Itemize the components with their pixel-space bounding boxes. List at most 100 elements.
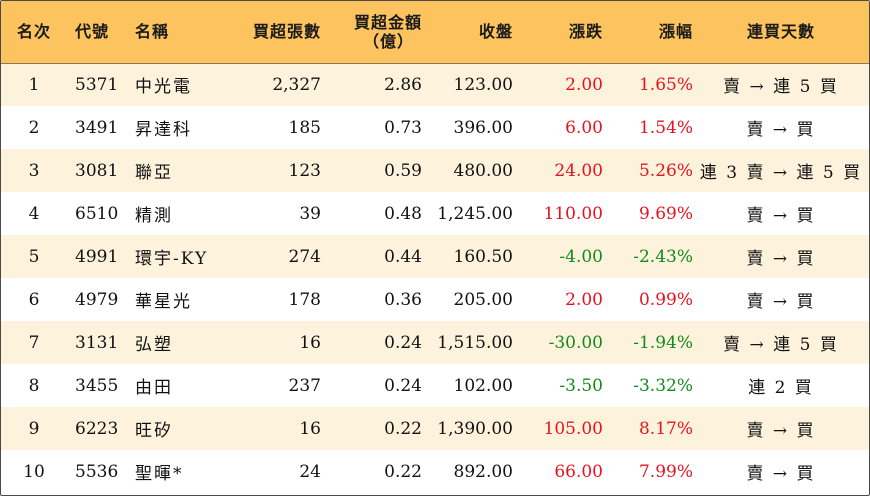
cell-close: 102.00	[453, 375, 513, 396]
cell-name: 由田	[135, 378, 173, 398]
cell-name: 聖暉*	[135, 464, 184, 484]
cell-change-pct: -3.32%	[633, 375, 693, 396]
cell-buy-sheets: 16	[299, 332, 321, 353]
cell-name: 旺矽	[135, 421, 173, 441]
header-streak: 連買天數	[693, 1, 869, 64]
cell-buy-amount: 0.22	[384, 418, 422, 439]
cell-close: 1,515.00	[437, 332, 513, 353]
cell-name: 弘塑	[135, 335, 173, 355]
cell-close: 480.00	[453, 160, 513, 181]
cell-code: 4991	[75, 246, 119, 267]
header-change: 漲跌	[513, 1, 603, 64]
cell-code: 5371	[75, 74, 119, 95]
cell-buy-amount: 0.24	[384, 375, 422, 396]
header-rank: 名次	[1, 1, 67, 64]
cell-change: 24.00	[554, 160, 603, 181]
cell-name: 聯亞	[135, 163, 173, 183]
cell-change-pct: -1.94%	[633, 332, 693, 353]
cell-streak: 賣 → 買	[746, 292, 816, 312]
header-close: 收盤	[422, 1, 513, 64]
cell-buy-amount: 0.22	[384, 461, 422, 482]
cell-buy-amount: 0.59	[384, 160, 422, 181]
cell-rank: 8	[28, 375, 40, 396]
cell-streak: 連 3 賣 → 連 5 買	[699, 163, 863, 183]
cell-streak: 賣 → 連 5 買	[723, 335, 839, 355]
cell-close: 160.50	[453, 246, 513, 267]
table-row: 3 3081 聯亞 123 0.59 480.00 24.00 5.26% 連 3 賣 → 連 …	[1, 149, 869, 192]
cell-rank: 1	[28, 74, 40, 95]
cell-code: 3081	[75, 160, 119, 181]
cell-change-pct: 5.26%	[638, 160, 693, 181]
cell-streak: 連 2 買	[748, 378, 814, 398]
table-row: 6 4979 華星光 178 0.36 205.00 2.00 0.99% 賣 → 買	[1, 278, 869, 321]
cell-name: 中光電	[135, 77, 192, 98]
cell-change-pct: 8.17%	[638, 418, 693, 439]
cell-buy-sheets: 178	[288, 289, 321, 310]
cell-close: 205.00	[453, 289, 513, 310]
cell-buy-amount: 0.48	[384, 203, 422, 224]
cell-change-pct: 1.54%	[638, 117, 693, 138]
cell-rank: 6	[28, 289, 40, 310]
header-buy-sheets: 買超張數	[231, 1, 321, 64]
cell-streak: 賣 → 買	[746, 464, 816, 484]
header-buy-amount-line1: 買超金額	[353, 12, 422, 32]
cell-code: 6510	[75, 203, 119, 224]
cell-close: 123.00	[453, 74, 513, 95]
header-buy-amount: 買超金額 （億）	[321, 1, 422, 64]
cell-rank: 7	[28, 332, 40, 353]
cell-change: 110.00	[543, 203, 603, 224]
cell-change: 6.00	[565, 117, 603, 138]
cell-close: 1,390.00	[437, 418, 513, 439]
cell-code: 4979	[75, 289, 119, 310]
cell-code: 5536	[75, 461, 119, 482]
cell-change: 105.00	[543, 418, 603, 439]
header-name: 名稱	[135, 1, 231, 64]
cell-code: 3131	[75, 332, 119, 353]
cell-streak: 賣 → 買	[746, 249, 816, 269]
cell-buy-sheets: 2,327	[272, 74, 321, 95]
cell-code: 3455	[75, 375, 119, 396]
cell-rank: 3	[28, 160, 40, 181]
cell-change: -4.00	[559, 246, 603, 267]
cell-buy-sheets: 237	[288, 375, 321, 396]
cell-buy-amount: 2.86	[384, 74, 422, 95]
cell-change: 66.00	[554, 461, 603, 482]
cell-change-pct: 9.69%	[638, 203, 693, 224]
cell-buy-sheets: 24	[299, 461, 321, 482]
table-row: 7 3131 弘塑 16 0.24 1,515.00 -30.00 -1.94% 賣 → 連 5…	[1, 321, 869, 364]
table-row: 1 5371 中光電 2,327 2.86 123.00 2.00 1.65% 賣 → 連 5 …	[1, 63, 869, 106]
header-code: 代號	[67, 1, 135, 64]
cell-change-pct: 0.99%	[638, 289, 693, 310]
table-row: 9 6223 旺矽 16 0.22 1,390.00 105.00 8.17% 賣 → 買	[1, 407, 869, 450]
cell-change-pct: -2.43%	[633, 246, 693, 267]
table-row: 8 3455 由田 237 0.24 102.00 -3.50 -3.32% 連 2 買	[1, 364, 869, 407]
cell-streak: 賣 → 連 5 買	[723, 77, 839, 98]
cell-buy-amount: 0.44	[384, 246, 422, 267]
cell-name: 環宇-KY	[135, 249, 209, 269]
cell-buy-sheets: 274	[288, 246, 321, 267]
table-row: 10 5536 聖暉* 24 0.22 892.00 66.00 7.99% 賣 → 買	[1, 450, 869, 493]
cell-streak: 賣 → 買	[746, 421, 816, 441]
cell-rank: 10	[23, 461, 45, 482]
cell-name: 華星光	[135, 292, 192, 312]
cell-rank: 5	[28, 246, 40, 267]
header-buy-amount-line2: （億）	[362, 31, 414, 51]
table-row: 2 3491 昇達科 185 0.73 396.00 6.00 1.54% 賣 → 買	[1, 106, 869, 149]
cell-streak: 賣 → 買	[746, 120, 816, 140]
cell-close: 1,245.00	[437, 203, 513, 224]
cell-streak: 賣 → 買	[746, 206, 816, 226]
cell-buy-amount: 0.73	[384, 117, 422, 138]
cell-rank: 4	[28, 203, 40, 224]
cell-buy-sheets: 39	[299, 203, 321, 224]
cell-code: 3491	[75, 117, 119, 138]
cell-change: 2.00	[565, 289, 603, 310]
cell-name: 精測	[135, 206, 173, 226]
cell-rank: 2	[28, 117, 40, 138]
cell-change-pct: 1.65%	[638, 74, 693, 95]
cell-change: -30.00	[548, 332, 603, 353]
table-body: 1 5371 中光電 2,327 2.86 123.00 2.00 1.65% 賣 → 連 5 …	[1, 63, 869, 493]
cell-close: 396.00	[453, 117, 513, 138]
header-change-pct: 漲幅	[603, 1, 693, 64]
